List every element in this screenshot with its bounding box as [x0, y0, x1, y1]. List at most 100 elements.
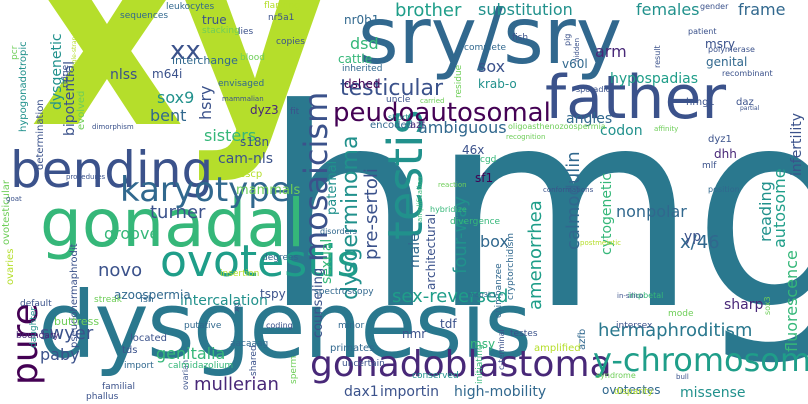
word-male: male	[407, 233, 423, 268]
word-chimpanzee: divergence	[450, 217, 501, 227]
word-located: located	[130, 333, 167, 344]
word-lies: copies	[276, 37, 305, 47]
word-postmeiotic: postmeiotic	[580, 239, 622, 247]
word-ambiguous: ambiguous	[418, 118, 507, 137]
word-shared: sperm	[289, 355, 299, 384]
word-fluorescence: fluorescence	[782, 250, 801, 352]
word-gonadal: gonadal	[40, 185, 306, 262]
word-fit: fit	[290, 107, 300, 117]
word-gonadoblastoma: gonadoblastoma	[310, 344, 612, 385]
word-architectural: architectural	[424, 213, 438, 290]
word-map3k1: map3k1	[468, 291, 497, 299]
word-ovaries: streak	[94, 295, 122, 305]
word-dsd: dsd	[350, 34, 379, 53]
word-genitalia: genitalia	[156, 344, 226, 363]
word-hermaphroditism: hermaphroditism	[598, 320, 753, 341]
word-box: box	[480, 232, 509, 251]
word-sex-reversed: sex-reversed	[392, 286, 509, 307]
word-streak: degrees	[262, 253, 299, 263]
word-mullerian: mullerian	[194, 374, 279, 395]
word-daughter: mode	[668, 309, 694, 319]
word-bent: bent	[150, 106, 187, 125]
word-sharp: sharp	[724, 297, 764, 313]
word-coding: coding	[266, 321, 293, 330]
word-carried: affinity	[654, 125, 679, 133]
word-testicular: testicular	[340, 76, 444, 101]
word-aacaaag: aacaaag	[230, 339, 269, 349]
word-frame: frame	[738, 0, 786, 19]
word-azf: azf	[410, 120, 425, 131]
word-mode: daughter	[29, 306, 39, 348]
word-evolved: pcr	[10, 45, 20, 60]
word-position: mlf	[702, 161, 717, 171]
word-testes: testes	[510, 329, 538, 339]
word-dysgenesis: dysgenesis	[38, 272, 532, 379]
word-infertility: infertility	[789, 113, 805, 176]
word-y-chromosome: y-chromosome	[593, 341, 808, 379]
word-bull: disparity	[614, 387, 654, 397]
word-calmodulin: calmodulin	[563, 151, 584, 250]
word-pcr: sequences	[120, 11, 169, 21]
word-boundary: buttress	[54, 315, 100, 328]
word-mammals: mammals	[236, 183, 301, 198]
word-paby: paby	[40, 345, 80, 364]
word-encoded: encoded	[370, 120, 413, 131]
word-import: calmidazolium	[168, 361, 234, 371]
word-importin: importin	[380, 384, 439, 400]
word-sscp: sscp	[240, 169, 263, 180]
word-mlf: impbetal	[628, 291, 664, 300]
word-copies: blood	[240, 53, 265, 63]
word-sequences: leukocytes	[166, 2, 215, 12]
word-females: females	[636, 0, 700, 19]
word-mammalian: dimorphism	[92, 123, 134, 131]
word-affinity: reaction	[438, 181, 467, 189]
word-disparity: syndrome	[596, 371, 636, 380]
word-intercalation: intercalation	[180, 293, 268, 309]
word-disorders: carried	[420, 97, 445, 105]
word-phallus: ovaries	[5, 248, 16, 285]
word-sry-sry: sry/sry	[358, 0, 623, 82]
word-msry: msry	[705, 37, 735, 51]
word-genital: genital	[706, 55, 748, 69]
word-x-46: x/46	[680, 232, 720, 253]
word-dysgerminoma: dysgerminoma	[338, 135, 363, 300]
word-xx: xx	[170, 36, 201, 66]
word-father: father	[545, 63, 727, 133]
word-dyz1: dyz1	[708, 134, 732, 145]
word-sisters: sisters	[204, 126, 257, 145]
word-azoospermia: azoospermia	[114, 288, 191, 302]
word-counseling: counseling	[311, 267, 326, 338]
word-divergence: residue	[454, 64, 464, 98]
word-brother: brother	[395, 0, 462, 21]
word-cam-nls: cam-nls	[218, 151, 274, 167]
word-dshed: dshed	[344, 77, 381, 91]
word-in-silico: in-silico	[617, 292, 644, 300]
word-familial: phallus	[86, 392, 119, 402]
word-azfb: intersex	[616, 321, 653, 331]
word-novo: novo	[98, 260, 143, 281]
word-ovotestes: ovotestes	[602, 383, 661, 397]
word-uncle: uncle	[386, 95, 411, 105]
word-short: short	[388, 113, 409, 122]
word-uncertain: disorders	[320, 227, 357, 236]
word-xg: uncertain	[342, 359, 385, 369]
word-hsry: hsry	[196, 85, 215, 120]
word-polymerase: polymerase	[708, 45, 755, 54]
word-postmeiotic: c-terminal	[497, 329, 506, 370]
word-sporadic: sporadic	[576, 85, 611, 94]
word-swyer: swyer	[40, 323, 94, 344]
word-goat: mammalian	[222, 95, 264, 103]
word-spectroscopy: amplification	[416, 176, 424, 222]
word-ovotestis: ovotestis	[160, 236, 360, 287]
word-stacking: nr5a1	[268, 13, 295, 23]
word-sox: sox	[478, 57, 506, 76]
word-missense: missense	[680, 385, 746, 401]
word-leukocytes: flanking	[264, 1, 301, 11]
word-krab-o: krab-o	[478, 77, 517, 91]
word-interchange: interchange	[172, 54, 238, 67]
word-dyz3: dyz3	[250, 103, 279, 117]
word-hmg1: hmg1	[686, 97, 715, 108]
word-putative: insertion	[220, 269, 260, 279]
word-paternal: paternal	[325, 160, 340, 215]
